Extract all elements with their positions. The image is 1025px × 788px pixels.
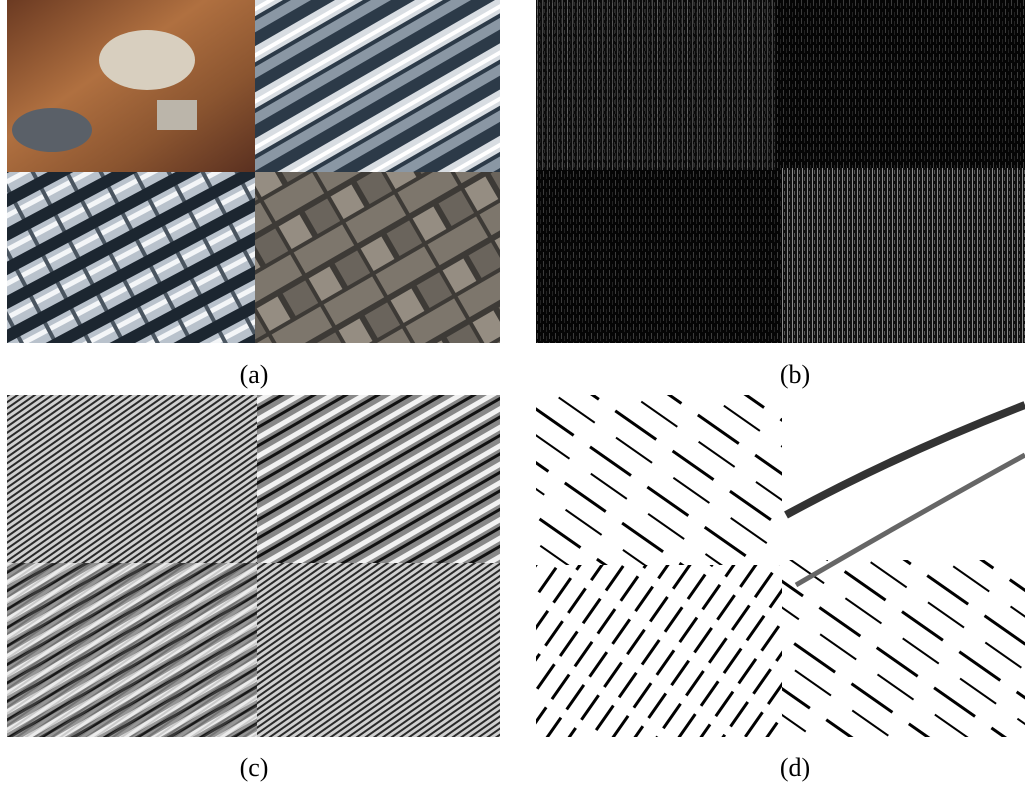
panel-image bbox=[7, 395, 500, 737]
panel-caption: (c) bbox=[194, 753, 314, 783]
panel-image bbox=[536, 0, 1025, 343]
panel-caption: (d) bbox=[735, 753, 855, 783]
panel-caption: (a) bbox=[194, 360, 314, 390]
panel-image bbox=[7, 0, 500, 343]
panel-caption: (b) bbox=[735, 360, 855, 390]
page: (a) (b) (c) (d) (() => { const data = JS… bbox=[0, 0, 1025, 788]
panel-image bbox=[536, 395, 1025, 737]
